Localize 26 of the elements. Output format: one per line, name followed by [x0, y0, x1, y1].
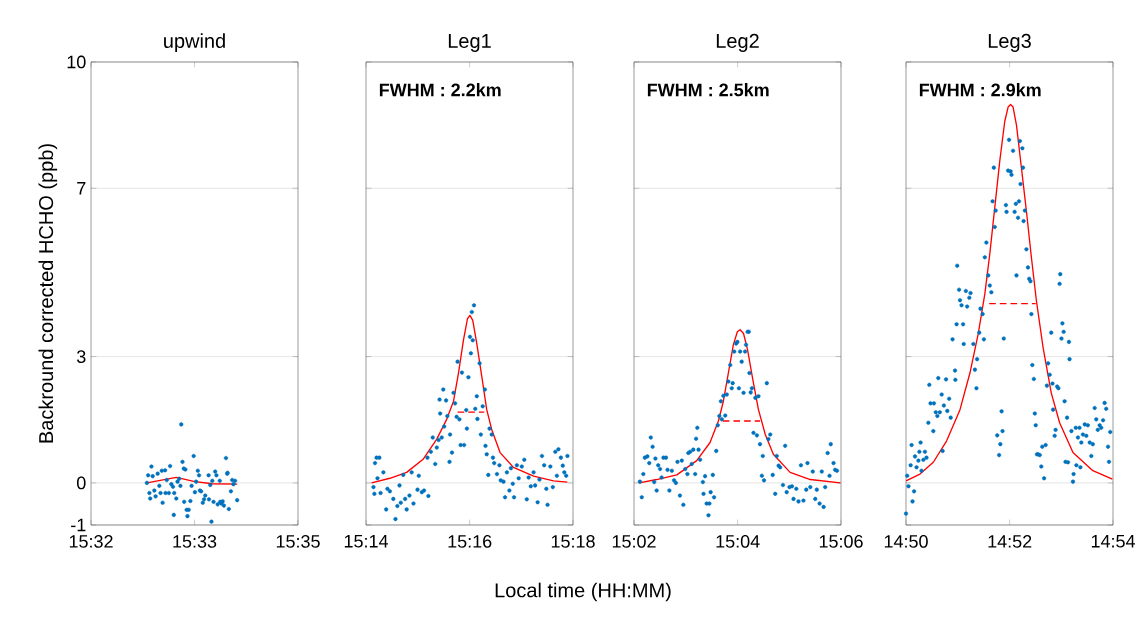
x-tick-label: 15:35: [276, 535, 320, 548]
x-tick-label: 14:54: [1091, 535, 1135, 548]
chart-title: Leg1: [448, 34, 491, 52]
y-tick-label: 0: [77, 476, 86, 490]
chart-title: Leg3: [988, 33, 1031, 52]
x-tick-label: 15:33: [173, 535, 217, 548]
y-axis-title: Backround corrected HCHO (ppb): [38, 144, 58, 443]
x-tick-label: 14:50: [884, 535, 928, 548]
chart-title: upwind: [164, 33, 225, 52]
x-tick-label: 15:18: [551, 535, 595, 548]
x-axis-title: Local time (HH:MM): [495, 582, 671, 602]
x-tick-label: 15:06: [819, 535, 863, 548]
y-tick-label: 10: [67, 55, 86, 69]
x-tick-label: 15:16: [448, 535, 492, 548]
annotation: FWHM : 2.2km: [379, 83, 501, 97]
y-tick-label: 3: [76, 350, 86, 363]
chart-title: Leg2: [716, 33, 759, 52]
annotation: FWHM : 2.9km: [919, 83, 1041, 97]
x-tick-label: 15:02: [612, 535, 656, 548]
y-tick-label: -1: [71, 518, 86, 532]
annotation: FWHM : 2.5km: [647, 83, 769, 97]
x-tick-label: 15:04: [716, 535, 760, 548]
x-tick-label: 15:32: [69, 535, 113, 548]
x-tick-label: 15:14: [344, 535, 389, 548]
x-tick-label: 14:52: [988, 535, 1032, 548]
y-tick-label: 7: [77, 182, 86, 195]
